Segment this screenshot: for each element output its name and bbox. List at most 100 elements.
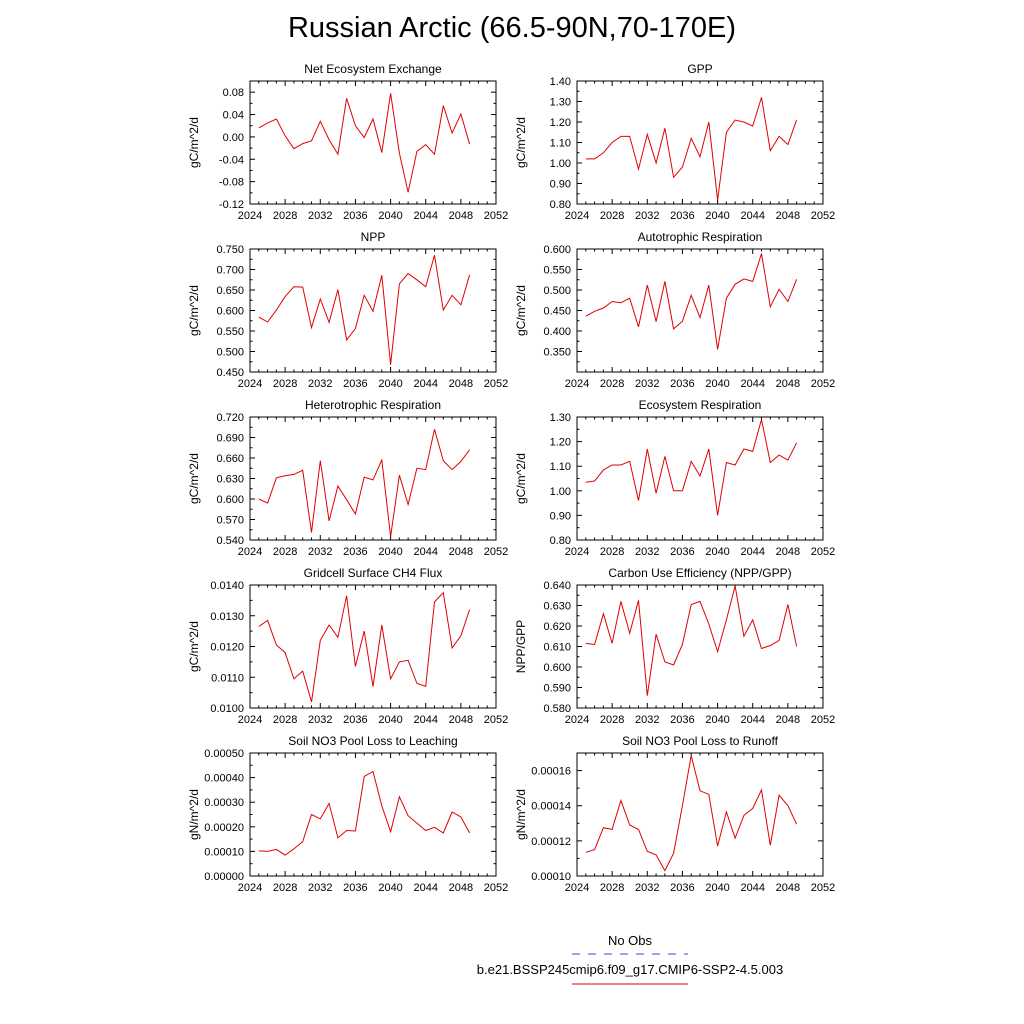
data-point [620, 136, 621, 137]
y-tick-label: 0.00030 [204, 797, 244, 809]
data-point [434, 255, 435, 256]
data-point [346, 595, 347, 596]
data-point [372, 118, 373, 119]
data-point [311, 701, 312, 702]
data-point [655, 493, 656, 494]
data-point [717, 199, 718, 200]
data-point [346, 499, 347, 500]
data-point [761, 253, 762, 254]
data-point [355, 830, 356, 831]
series-line [585, 419, 798, 516]
data-point [638, 600, 639, 601]
data-point [726, 619, 727, 620]
data-point [787, 144, 788, 145]
x-tick-label: 2032 [308, 714, 332, 726]
data-point [778, 640, 779, 641]
data-point [267, 321, 268, 322]
y-tick-label: 0.450 [216, 367, 244, 379]
x-tick-label: 2032 [635, 714, 659, 726]
y-tick-label: 0.650 [216, 285, 244, 297]
x-tick-label: 2044 [740, 378, 764, 390]
data-point [311, 532, 312, 533]
data-point [328, 520, 329, 521]
x-tick-label: 2040 [705, 210, 729, 222]
data-point [691, 604, 692, 605]
data-point [735, 284, 736, 285]
data-point [620, 800, 621, 801]
data-point [708, 623, 709, 624]
x-tick-label: 2048 [776, 378, 800, 390]
data-point [664, 456, 665, 457]
data-point [381, 275, 382, 276]
chart-panel: 2024 2028 2032 2036 2040 2044 2048 2052 0.0100 0.… [187, 566, 508, 726]
x-tick-label: 2028 [273, 546, 297, 558]
data-point [691, 138, 692, 139]
y-tick-label: 0.660 [216, 453, 244, 465]
data-point [682, 321, 683, 322]
data-point [585, 482, 586, 483]
chart-panel: 2024 2028 2032 2036 2040 2044 2048 2052 0.00010 0… [514, 734, 835, 894]
data-point [302, 287, 303, 288]
data-point [594, 644, 595, 645]
chart-panel: 2024 2028 2032 2036 2040 2044 2048 2052 0.00000 0… [187, 734, 508, 894]
data-point [620, 464, 621, 465]
panel-title: Net Ecosystem Exchange [304, 62, 442, 76]
x-tick-label: 2052 [484, 210, 508, 222]
panel-title: Soil NO3 Pool Loss to Leaching [288, 734, 457, 748]
y-tick-label: 0.0120 [210, 642, 244, 654]
x-tick-label: 2036 [343, 714, 367, 726]
data-point [585, 852, 586, 853]
y-tick-label: 0.00010 [204, 846, 244, 858]
data-point [337, 485, 338, 486]
data-point [603, 152, 604, 153]
y-tick-label: 0.750 [216, 244, 244, 256]
data-point [735, 464, 736, 465]
data-point [425, 469, 426, 470]
data-point [655, 854, 656, 855]
x-tick-label: 2048 [449, 210, 473, 222]
x-tick-label: 2028 [600, 546, 624, 558]
data-point [364, 137, 365, 138]
panel-title: Autotrophic Respiration [638, 230, 763, 244]
y-tick-label: 0.500 [216, 347, 244, 359]
data-point [399, 796, 400, 797]
data-point [594, 311, 595, 312]
data-point [787, 459, 788, 460]
data-point [425, 830, 426, 831]
series-line [258, 93, 471, 193]
y-tick-label: 0.550 [216, 326, 244, 338]
data-point [443, 832, 444, 833]
series-line [585, 755, 798, 872]
data-point [778, 455, 779, 456]
y-axis-label: gC/m^2/d [514, 453, 528, 504]
data-point [699, 475, 700, 476]
data-point [778, 795, 779, 796]
data-point [364, 631, 365, 632]
y-tick-label: 0.500 [543, 285, 571, 297]
y-tick-label: 0.80 [550, 535, 571, 547]
data-point [752, 281, 753, 282]
data-point [655, 162, 656, 163]
data-point [655, 634, 656, 635]
data-point [682, 805, 683, 806]
data-point [708, 448, 709, 449]
data-point [796, 824, 797, 825]
y-tick-label: 0.540 [216, 535, 244, 547]
data-point [302, 671, 303, 672]
data-point [620, 601, 621, 602]
y-tick-label: 0.04 [223, 110, 244, 122]
data-point [276, 644, 277, 645]
x-tick-label: 2036 [670, 210, 694, 222]
data-point [346, 98, 347, 99]
y-tick-label: 0.00020 [204, 822, 244, 834]
data-point [770, 845, 771, 846]
data-point [717, 349, 718, 350]
data-point [408, 273, 409, 274]
y-tick-label: -0.12 [219, 199, 244, 211]
data-point [320, 121, 321, 122]
series-line [258, 770, 471, 856]
data-point [743, 278, 744, 279]
data-point [673, 664, 674, 665]
y-tick-label: 0.620 [543, 621, 571, 633]
